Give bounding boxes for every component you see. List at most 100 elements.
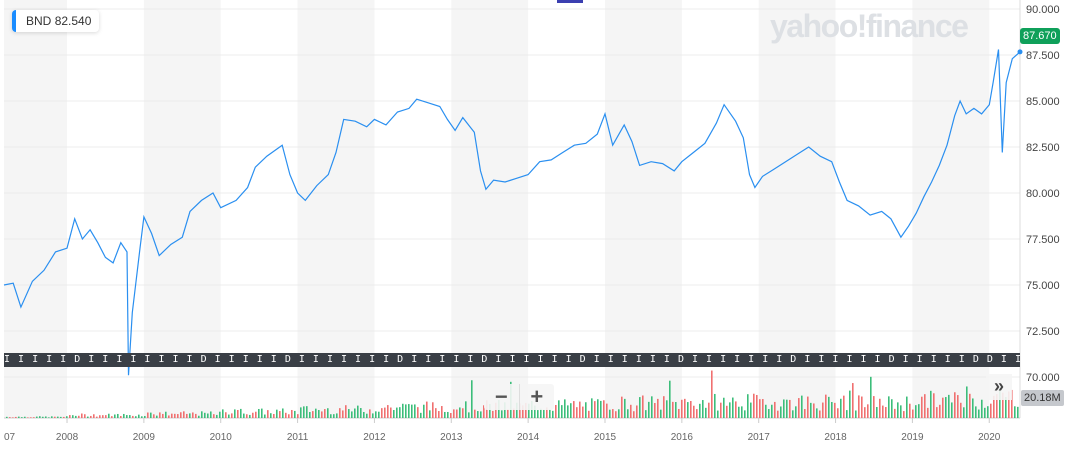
volume-bar	[408, 404, 410, 418]
zoom-out-button[interactable]: −	[484, 384, 520, 410]
volume-bar	[771, 404, 773, 418]
volume-bar	[714, 393, 716, 418]
volume-bar	[594, 401, 596, 418]
volume-bar	[237, 409, 239, 418]
y-tick-label: 82.500	[1026, 142, 1060, 154]
volume-bar	[501, 410, 503, 418]
volume-bar	[666, 400, 668, 418]
volume-bar	[525, 402, 527, 418]
volume-bar	[303, 406, 305, 418]
volume-bar	[1008, 391, 1010, 418]
volume-bar	[90, 415, 92, 418]
volume-bar	[801, 395, 803, 418]
volume-bar	[933, 393, 935, 418]
volume-bar	[483, 405, 485, 418]
volume-bar	[843, 395, 845, 418]
scroll-right-button[interactable]: »	[986, 374, 1012, 400]
legend-ticker[interactable]: BND 82.540	[12, 10, 100, 32]
volume-bar	[117, 413, 119, 418]
volume-bar	[432, 402, 434, 418]
volume-bar	[828, 396, 830, 418]
volume-bar	[210, 411, 212, 418]
volume-bar	[381, 408, 383, 418]
volume-bar	[27, 417, 29, 418]
volume-bar	[564, 399, 566, 418]
volume-bar	[729, 402, 731, 418]
volume-bar	[903, 411, 905, 418]
y-tick-label: 87.500	[1026, 50, 1060, 62]
volume-bar	[198, 415, 200, 418]
volume-bar	[213, 414, 215, 418]
volume-bar	[558, 400, 560, 418]
volume-bar	[534, 405, 536, 418]
volume-bar	[309, 412, 311, 418]
volume-bar	[717, 410, 719, 418]
volume-bar	[63, 416, 65, 418]
volume-bar	[795, 406, 797, 418]
volume-bar	[918, 404, 920, 418]
year-band	[758, 0, 836, 418]
volume-bar	[333, 414, 335, 418]
events-strip[interactable]: I I I I I D I I I I I I I I D I I I I I …	[4, 353, 1020, 367]
volume-bar	[141, 416, 143, 418]
volume-bar	[276, 409, 278, 418]
volume-bar	[612, 409, 614, 418]
volume-bar	[618, 409, 620, 418]
volume-bar	[360, 408, 362, 418]
year-band	[912, 0, 990, 418]
volume-bar	[537, 410, 539, 418]
volume-bar	[1017, 406, 1019, 418]
volume-bar	[426, 401, 428, 418]
volume-bar	[954, 392, 956, 418]
x-tick-label: 2018	[824, 432, 847, 443]
volume-bar	[414, 404, 416, 418]
volume-bar	[330, 414, 332, 418]
x-tick-label: 2015	[594, 432, 617, 443]
volume-bar	[354, 408, 356, 418]
volume-bar	[411, 404, 413, 418]
volume-bar	[774, 401, 776, 418]
volume-bar	[282, 408, 284, 418]
zoom-in-button[interactable]: +	[530, 384, 544, 409]
volume-bar	[600, 400, 602, 418]
volume-bar	[378, 411, 380, 418]
volume-bar	[45, 416, 47, 418]
volume-bar	[441, 406, 443, 418]
volume-bar	[969, 393, 971, 418]
volume-bar	[786, 399, 788, 418]
volume-bar	[624, 398, 626, 418]
volume-bar	[480, 411, 482, 418]
volume-bar	[522, 405, 524, 418]
volume-bar	[693, 405, 695, 418]
volume-bar	[405, 404, 407, 418]
volume-bar	[159, 412, 161, 418]
volume-bar	[339, 408, 341, 418]
volume-bar	[105, 415, 107, 418]
volume-bar	[465, 401, 467, 418]
volume-bar	[15, 416, 17, 418]
volume-label: 20.18M	[1021, 390, 1064, 406]
volume-bar	[849, 390, 851, 418]
volume-bar	[864, 407, 866, 418]
volume-bar	[384, 407, 386, 418]
volume-bar	[702, 400, 704, 418]
volume-bar	[804, 409, 806, 418]
volume-bar	[495, 402, 497, 418]
volume-bar	[387, 405, 389, 418]
volume-bar	[162, 413, 164, 418]
volume-bar	[270, 413, 272, 418]
volume-bar	[132, 415, 134, 418]
volume-bar	[576, 407, 578, 418]
volume-bar	[939, 404, 941, 418]
y-tick-label: 72.500	[1026, 326, 1060, 338]
volume-bar	[507, 409, 509, 418]
volume-bar	[93, 414, 95, 418]
volume-bar	[51, 416, 53, 418]
volume-bar	[927, 407, 929, 418]
volume-bar	[720, 402, 722, 418]
volume-bar	[936, 407, 938, 418]
volume-bar	[561, 405, 563, 418]
volume-bar	[492, 410, 494, 418]
year-band	[143, 0, 221, 418]
